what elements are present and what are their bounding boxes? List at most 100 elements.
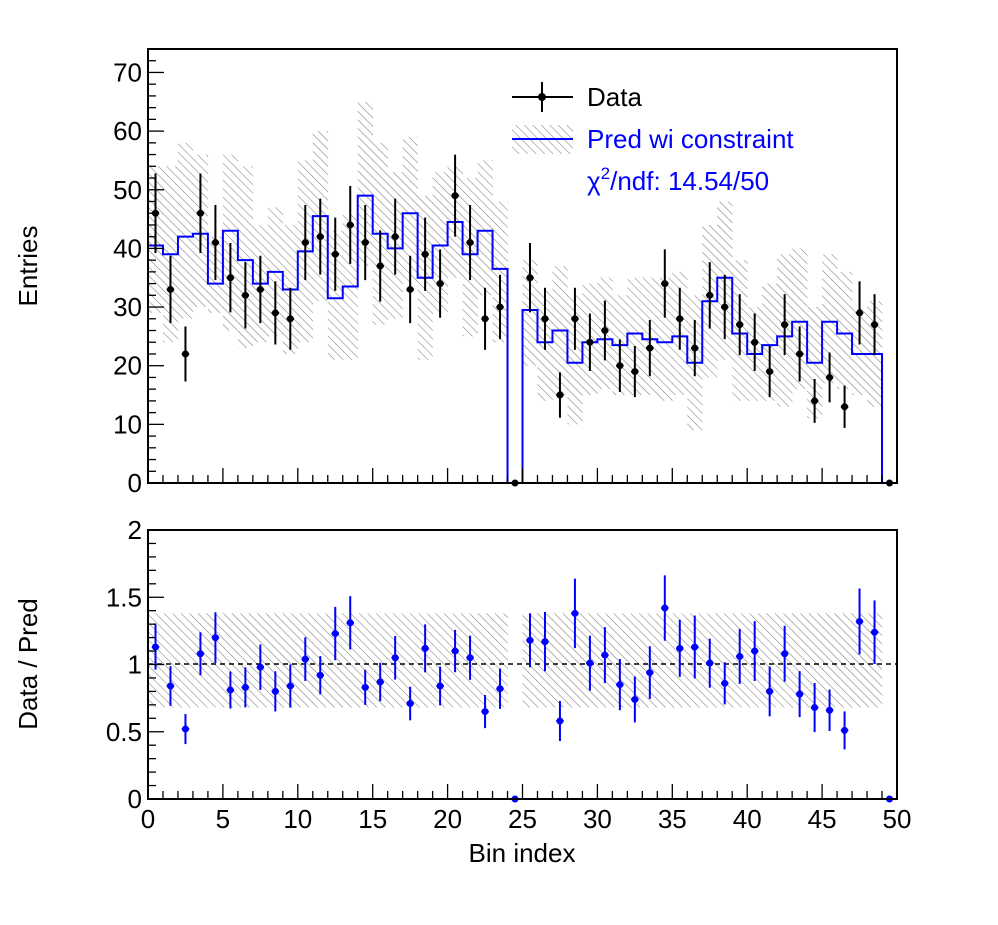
data-point xyxy=(391,198,399,275)
ratio-marker xyxy=(421,644,429,652)
band-bin xyxy=(402,136,418,284)
ratio-point xyxy=(166,666,175,706)
data-point xyxy=(241,262,250,329)
ratio-point xyxy=(286,664,295,708)
ratio-point xyxy=(451,629,459,673)
ratio-band-bin xyxy=(267,613,284,708)
ratio-point xyxy=(571,578,579,649)
data-point xyxy=(481,287,489,350)
data-point xyxy=(631,346,639,398)
ratio-point xyxy=(541,611,549,672)
ratio-y-tick-label: 2 xyxy=(128,515,142,545)
x-tick-label: 0 xyxy=(141,804,155,834)
data-marker xyxy=(286,315,294,323)
ratio-band-bin xyxy=(762,613,778,708)
data-marker xyxy=(211,239,219,247)
ratio-marker xyxy=(706,659,714,667)
y-tick-label: 10 xyxy=(113,409,142,439)
ratio-marker xyxy=(781,650,789,658)
data-point xyxy=(451,154,459,237)
data-point xyxy=(765,346,774,398)
data-marker xyxy=(826,373,834,381)
data-marker xyxy=(691,344,699,352)
data-marker xyxy=(481,315,489,323)
data-marker xyxy=(451,192,459,200)
ratio-point xyxy=(840,711,849,750)
ratio-marker xyxy=(811,704,819,712)
data-marker xyxy=(631,368,639,376)
band-bin xyxy=(357,101,373,266)
ratio-point xyxy=(466,635,474,680)
data-point xyxy=(720,274,729,340)
data-point xyxy=(706,262,714,329)
band-bin xyxy=(852,307,868,396)
ratio-point xyxy=(616,659,624,711)
x-tick-label: 15 xyxy=(358,804,387,834)
y-tick-label: 20 xyxy=(113,351,142,381)
band-bin xyxy=(177,142,194,319)
data-point xyxy=(661,249,669,318)
band-bin xyxy=(222,154,239,331)
ratio-point xyxy=(646,646,654,699)
ratio-marker xyxy=(751,647,759,655)
data-marker xyxy=(856,309,864,317)
data-marker xyxy=(676,315,684,323)
ratio-point xyxy=(735,629,744,684)
data-point xyxy=(466,204,474,281)
ratio-marker xyxy=(271,687,279,695)
band-bin xyxy=(477,160,493,296)
data-marker xyxy=(331,250,339,258)
x-tick-label: 35 xyxy=(658,804,687,834)
data-marker xyxy=(796,350,804,358)
band-bin xyxy=(432,172,448,313)
data-point xyxy=(676,287,684,350)
data-marker xyxy=(391,233,399,241)
ratio-marker xyxy=(346,619,354,627)
y-tick-label: 40 xyxy=(113,233,142,263)
data-point xyxy=(526,243,534,313)
ratio-y-tick-label: 0.5 xyxy=(106,717,142,747)
ratio-point xyxy=(870,600,879,664)
data-marker xyxy=(586,338,594,346)
x-tick-label: 50 xyxy=(883,804,912,834)
data-marker xyxy=(196,209,204,217)
data-marker xyxy=(241,291,249,299)
y-tick-label: 0 xyxy=(128,468,142,498)
ratio-axis-ticks: 00.511.520 5 10 15 20 25 30 35 40 45 50 xyxy=(106,515,912,834)
ratio-marker xyxy=(286,682,294,690)
data-point xyxy=(286,287,295,350)
ratio-band-bin xyxy=(627,613,643,708)
data-marker xyxy=(166,285,174,293)
ratio-band-bin xyxy=(342,613,359,708)
ratio-marker xyxy=(616,681,624,689)
data-point xyxy=(226,243,235,313)
data-point xyxy=(196,173,205,253)
ratio-marker xyxy=(406,700,414,708)
ratio-marker xyxy=(451,647,459,655)
data-marker xyxy=(301,239,309,247)
ratio-band-bin xyxy=(807,613,823,708)
ratio-band-bin xyxy=(792,613,808,708)
data-point xyxy=(691,319,699,377)
ratio-marker xyxy=(331,630,339,638)
data-marker xyxy=(316,233,324,241)
data-marker xyxy=(376,262,384,270)
data-marker xyxy=(646,344,654,352)
ratio-point xyxy=(496,668,504,709)
ratio-marker xyxy=(556,717,564,725)
ratio-point xyxy=(271,671,280,712)
data-marker xyxy=(616,362,624,370)
data-marker xyxy=(721,303,729,311)
data-marker xyxy=(751,338,759,346)
ratio-marker xyxy=(586,659,594,667)
data-point xyxy=(840,385,849,428)
data-point xyxy=(825,352,834,403)
data-marker xyxy=(841,403,849,411)
ratio-point xyxy=(436,666,444,706)
ratio-band-bin xyxy=(222,613,239,708)
ratio-marker xyxy=(316,671,324,679)
ratio-point xyxy=(765,666,774,717)
ratio-band-bin xyxy=(327,613,344,708)
data-point xyxy=(780,294,789,356)
data-marker xyxy=(496,303,504,311)
